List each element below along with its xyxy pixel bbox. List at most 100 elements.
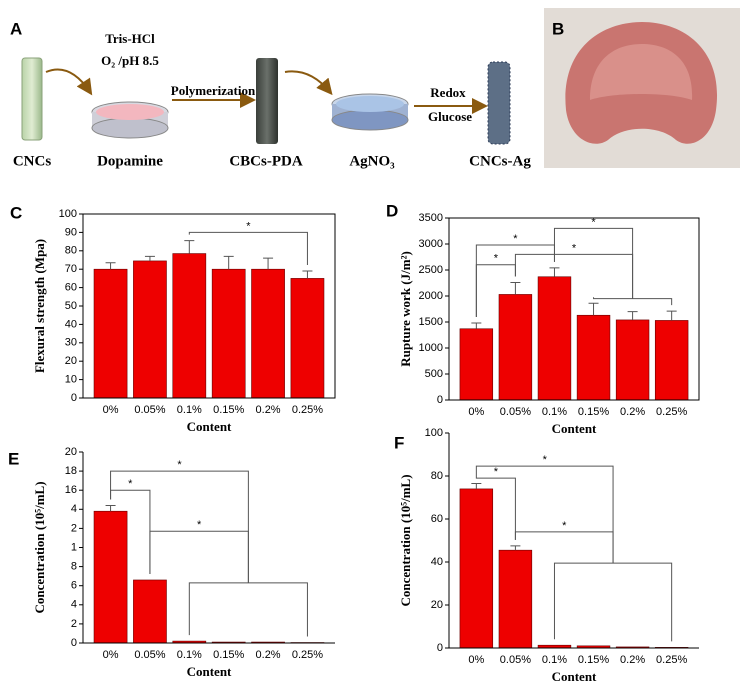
y-tick-label: 2000 [419, 290, 443, 302]
x-tick-label: 0% [103, 404, 119, 416]
significance-label: * [543, 454, 548, 466]
step-label: CNCs [13, 153, 51, 169]
y-tick-label: 16 [65, 484, 77, 496]
plot-frame [448, 217, 700, 401]
significance-bracket [149, 530, 249, 583]
x-tick-label: 0.2% [256, 649, 281, 661]
x-tick-label: 0.15% [578, 406, 609, 418]
y-tick-label: 40 [65, 318, 77, 330]
significance-bracket [475, 477, 516, 540]
dish-liquid [96, 104, 164, 120]
x-tick-label: 0.1% [177, 404, 202, 416]
y-tick-label: 10 [65, 374, 77, 386]
y-tick-label: 4 [71, 599, 77, 611]
bar [459, 488, 494, 649]
error-bar [184, 240, 195, 254]
bar [211, 268, 246, 399]
x-tick-label: 0.2% [620, 654, 645, 666]
y-tick-label: 20 [65, 355, 77, 367]
error-bar [471, 322, 482, 329]
dish [91, 117, 169, 139]
bar [93, 510, 128, 644]
panel-letter: B [552, 19, 564, 38]
y-tick-label: 0 [71, 392, 77, 404]
significance-bracket [514, 531, 614, 564]
bar [537, 276, 572, 401]
y-tick-label: 20 [431, 599, 443, 611]
panel-letter: C [10, 203, 22, 222]
ag-rod [487, 61, 511, 145]
dish [331, 109, 409, 131]
x-tick-label: 0% [468, 654, 484, 666]
x-tick-label: 0.25% [292, 404, 323, 416]
x-tick-label: 0.05% [500, 406, 531, 418]
significance-bracket [514, 253, 634, 299]
x-tick-label: 0.15% [213, 404, 244, 416]
x-tick-label: 0.05% [134, 649, 165, 661]
error-bar [302, 270, 313, 279]
y-tick-label: 3000 [419, 238, 443, 250]
step-label: CBCs-PDA [229, 153, 302, 169]
significance-label: * [128, 478, 133, 490]
axis-line [448, 433, 699, 649]
error-bar [223, 255, 234, 270]
significance-label: * [246, 220, 251, 232]
x-tick-label: 0.25% [656, 654, 687, 666]
bar [290, 278, 325, 399]
y-tick-label: 3500 [419, 212, 443, 224]
y-tick-label: 2500 [419, 264, 443, 276]
x-tick-label: 0.1% [177, 649, 202, 661]
x-tick-label: 0.25% [656, 406, 687, 418]
error-bar [510, 545, 521, 551]
bar [576, 314, 611, 401]
y-tick-label: 100 [425, 427, 443, 439]
significance-bracket [475, 465, 614, 564]
error-bar [105, 504, 116, 512]
group-bracket [553, 562, 673, 642]
y-tick-label: 500 [425, 368, 443, 380]
y-tick-label: 40 [431, 556, 443, 568]
significance-label: * [591, 216, 596, 228]
error-bar [144, 255, 155, 261]
bar [93, 268, 128, 399]
y-tick-label: 2 [71, 618, 77, 630]
arrow [45, 68, 93, 96]
y-tick-label: 80 [431, 470, 443, 482]
significance-label: * [513, 233, 518, 245]
y-tick-label: 80 [65, 245, 77, 257]
bar [251, 268, 285, 399]
dish-liquid [336, 96, 404, 112]
bar [654, 320, 689, 401]
significance-label: * [494, 253, 499, 265]
significance-label: * [572, 242, 577, 254]
x-tick-label: 0.2% [256, 404, 281, 416]
pda-rod [256, 58, 278, 144]
y-tick-label: 60 [431, 513, 443, 525]
y-tick-label: 50 [65, 300, 77, 312]
y-axis-label: Concentration (10⁵/mL) [398, 474, 413, 606]
panel-letter: D [386, 201, 398, 220]
x-tick-label: 0.2% [620, 406, 645, 418]
significance-bracket [110, 470, 249, 583]
y-axis-label: Flexural strength (Mpa) [32, 239, 47, 373]
y-tick-label: 70 [65, 263, 77, 275]
x-axis-label: Content [552, 421, 597, 436]
panel-letter: F [394, 433, 404, 452]
y-tick-label: 20 [65, 446, 77, 458]
condition: Redox [430, 85, 466, 100]
y-axis-label: Rupture work (J/m²) [398, 251, 413, 367]
group-bracket [188, 582, 308, 637]
y-tick-label: 30 [65, 337, 77, 349]
bar [133, 579, 167, 644]
significance-label: * [197, 519, 202, 531]
panel-letter: E [8, 449, 19, 468]
y-tick-label: 18 [65, 465, 77, 477]
y-tick-label: 0 [71, 637, 77, 649]
x-tick-label: 0.05% [500, 654, 531, 666]
bar [498, 294, 533, 401]
error-bar [263, 257, 274, 270]
x-tick-label: 0.05% [134, 404, 165, 416]
error-bar [105, 262, 116, 270]
step-label: AgNO₃ [349, 153, 395, 169]
